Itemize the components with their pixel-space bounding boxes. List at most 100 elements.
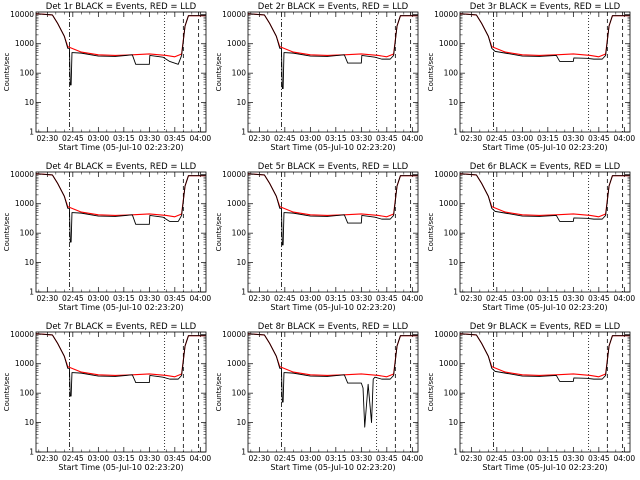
x-tick-label: 03:15 <box>537 294 559 303</box>
chart-title: Det 9r BLACK = Events, RED = LLD <box>470 322 621 332</box>
plot-frame <box>247 331 419 453</box>
y-axis-label: Counts/sec <box>3 53 11 92</box>
y-tick-label: 10000 <box>222 330 246 339</box>
chart-panel-5: Det 5r BLACK = Events, RED = LLD 1 10 100 10… <box>215 162 423 312</box>
y-tick-label: 1000 <box>227 39 246 48</box>
y-tick-label: 1000 <box>227 199 246 208</box>
x-tick-label: 03:45 <box>588 134 610 143</box>
series-black-line <box>459 173 630 222</box>
x-tick-label: 02:45 <box>274 134 296 143</box>
x-axis-label: Start Time (05-Jul-10 02:23:20) <box>270 463 395 472</box>
x-tick-label: 02:30 <box>249 454 271 463</box>
plot-frame <box>459 331 631 453</box>
y-axis-label: Counts/sec <box>427 213 435 252</box>
y-axis-label: Counts/sec <box>215 373 223 412</box>
chart-title: Det 2r BLACK = Events, RED = LLD <box>258 2 409 12</box>
x-tick-label: 04:00 <box>614 134 636 143</box>
x-tick-label: 03:00 <box>512 454 534 463</box>
plot-frame <box>247 11 419 133</box>
chart-panel-9: Det 9r BLACK = Events, RED = LLD 1 10 100 10… <box>427 322 635 472</box>
y-tick-label: 100 <box>232 389 247 398</box>
y-tick-label: 10000 <box>10 10 34 19</box>
x-tick-label: 03:00 <box>88 134 110 143</box>
x-tick-label: 04:00 <box>402 454 424 463</box>
y-tick-label: 10 <box>236 258 246 267</box>
x-tick-label: 02:45 <box>486 134 508 143</box>
x-tick-label: 03:45 <box>164 294 186 303</box>
chart-panel-8: Det 8r BLACK = Events, RED = LLD 1 10 100 10… <box>215 322 423 472</box>
x-tick-label: 02:30 <box>461 454 483 463</box>
series-red-line <box>247 333 418 378</box>
x-tick-label: 03:15 <box>325 294 347 303</box>
x-tick-label: 03:30 <box>563 454 585 463</box>
y-axis-label: Counts/sec <box>427 53 435 92</box>
chart-title: Det 4r BLACK = Events, RED = LLD <box>46 162 197 172</box>
y-tick-label: 1000 <box>15 199 34 208</box>
x-tick-label: 03:45 <box>588 454 610 463</box>
series-black-line <box>35 333 206 397</box>
y-tick-label: 100 <box>20 389 35 398</box>
x-tick-label: 03:00 <box>300 454 322 463</box>
x-axis-label: Start Time (05-Jul-10 02:23:20) <box>270 303 395 312</box>
x-tick-label: 03:30 <box>563 134 585 143</box>
x-tick-label: 03:00 <box>512 294 534 303</box>
x-axis-label: Start Time (05-Jul-10 02:23:20) <box>270 143 395 152</box>
chart-title: Det 1r BLACK = Events, RED = LLD <box>46 2 197 12</box>
y-tick-label: 1 <box>453 288 458 297</box>
y-tick-label: 1000 <box>439 39 458 48</box>
y-tick-label: 1 <box>453 128 458 137</box>
y-tick-label: 1000 <box>15 359 34 368</box>
y-tick-label: 10 <box>24 258 34 267</box>
y-tick-label: 10 <box>448 258 458 267</box>
y-axis-label: Counts/sec <box>3 213 11 252</box>
y-tick-label: 10 <box>24 418 34 427</box>
x-axis-label: Start Time (05-Jul-10 02:23:20) <box>58 143 183 152</box>
y-tick-label: 100 <box>232 229 247 238</box>
chart-panel-7: Det 7r BLACK = Events, RED = LLD 1 10 100 10… <box>3 322 211 472</box>
x-tick-label: 03:15 <box>325 454 347 463</box>
x-tick-label: 02:30 <box>37 134 59 143</box>
y-tick-label: 100 <box>20 69 35 78</box>
y-tick-label: 100 <box>232 69 247 78</box>
x-tick-label: 03:00 <box>300 134 322 143</box>
x-axis-label: Start Time (05-Jul-10 02:23:20) <box>482 303 607 312</box>
x-tick-label: 02:30 <box>37 454 59 463</box>
y-tick-label: 1000 <box>15 39 34 48</box>
series-red-line <box>459 13 630 58</box>
x-tick-label: 03:45 <box>376 454 398 463</box>
x-tick-label: 04:00 <box>402 134 424 143</box>
y-tick-label: 1 <box>29 448 34 457</box>
x-tick-label: 03:15 <box>113 134 135 143</box>
y-tick-label: 1 <box>241 128 246 137</box>
x-tick-label: 02:45 <box>486 454 508 463</box>
chart-panel-1: Det 1r BLACK = Events, RED = LLD 1 10 100 10… <box>3 2 211 152</box>
series-black-line <box>459 13 630 62</box>
x-tick-label: 03:30 <box>351 134 373 143</box>
y-tick-label: 100 <box>444 69 459 78</box>
y-tick-label: 10 <box>236 418 246 427</box>
x-axis-label: Start Time (05-Jul-10 02:23:20) <box>58 463 183 472</box>
series-red-line <box>247 13 418 58</box>
x-tick-label: 02:30 <box>249 294 271 303</box>
y-tick-label: 100 <box>444 229 459 238</box>
series-black-line <box>35 173 206 243</box>
y-axis-label: Counts/sec <box>215 213 223 252</box>
series-black-line <box>247 333 418 428</box>
x-tick-label: 03:15 <box>325 134 347 143</box>
y-tick-label: 1 <box>241 288 246 297</box>
y-axis-label: Counts/sec <box>3 373 11 412</box>
y-tick-label: 100 <box>444 389 459 398</box>
x-tick-label: 02:30 <box>249 134 271 143</box>
x-tick-label: 02:30 <box>461 134 483 143</box>
x-tick-label: 03:00 <box>512 134 534 143</box>
x-tick-label: 03:45 <box>164 454 186 463</box>
x-tick-label: 03:45 <box>376 134 398 143</box>
y-tick-label: 10 <box>236 98 246 107</box>
x-tick-label: 03:00 <box>300 294 322 303</box>
y-axis-label: Counts/sec <box>215 53 223 92</box>
x-tick-label: 04:00 <box>190 134 212 143</box>
chart-title: Det 3r BLACK = Events, RED = LLD <box>470 2 621 12</box>
y-tick-label: 10000 <box>10 170 34 179</box>
x-tick-label: 02:45 <box>274 454 296 463</box>
